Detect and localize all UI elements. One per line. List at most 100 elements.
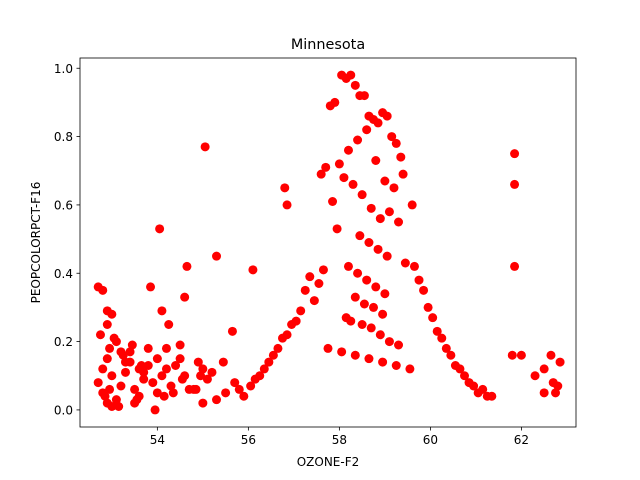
scatter-point [207,367,217,377]
scatter-point [382,111,392,121]
scatter-point [460,371,470,381]
scatter-point [378,309,388,319]
scatter-point [369,302,378,312]
chart-title: Minnesota [291,37,365,53]
scatter-points [93,70,565,415]
scatter-point [118,350,128,360]
scatter-point [396,152,406,162]
scatter-point [357,190,367,200]
scatter-point [143,343,153,353]
scatter-point [314,279,324,288]
scatter-point [264,357,274,367]
scatter-point [419,285,429,295]
scatter-point [346,70,356,80]
scatter-point [143,361,153,370]
x-axis-label: OZONE-F2 [297,455,360,469]
scatter-point [175,340,185,350]
scatter-point [102,354,112,364]
scatter-point [337,347,347,357]
scatter-point [357,320,367,329]
scatter-point [366,323,376,333]
scatter-point [100,391,110,401]
scatter-point [328,197,338,206]
scatter-point [373,118,383,128]
scatter-point [366,203,376,213]
scatter-point [171,361,181,370]
scatter-point [111,395,121,405]
scatter-point [161,343,171,353]
scatter-point [380,289,390,299]
scatter-point [551,388,561,398]
scatter-point [109,333,119,343]
scatter-point [98,285,108,295]
scatter-point [127,340,137,350]
scatter-point [364,354,374,364]
scatter-point [196,371,206,381]
scatter-point [478,384,488,394]
plot-frame [79,57,577,428]
scatter-point [230,378,240,388]
scatter-point [318,265,328,275]
y-tick-label: 0.8 [54,130,73,144]
scatter-point [234,384,244,394]
scatter-point [323,343,333,353]
scatter-point [334,159,344,169]
scatter-point [182,261,192,271]
scatter-point [191,384,201,394]
scatter-point [375,214,385,224]
scatter-point [98,364,108,374]
scatter-point [389,183,399,193]
scatter-point [339,173,349,183]
x-tick-label: 56 [241,433,256,447]
scatter-point [282,200,292,210]
scatter-point [432,326,442,336]
scatter-point [423,302,433,312]
scatter-point [130,384,140,394]
scatter-point [132,395,142,405]
scatter-point [125,347,135,357]
scatter-point [168,388,178,398]
scatter-point [193,357,203,367]
scatter-point [150,405,160,415]
scatter-point [437,333,447,343]
scatter-point [398,169,408,179]
scatter-point [259,364,269,374]
scatter-point [346,316,356,326]
scatter-point [530,371,540,381]
scatter-point [371,156,381,165]
scatter-point [309,296,319,306]
y-tick-label: 0.6 [54,198,73,212]
scatter-point [300,285,310,295]
scatter-point [362,275,372,285]
scatter-point [218,357,228,367]
scatter-point [343,261,353,271]
scatter-point [146,282,156,292]
scatter-point [121,367,130,377]
scatter-point [332,224,342,234]
scatter-point [157,371,167,381]
scatter-point [305,272,315,282]
scatter-point [161,364,171,374]
scatter-point [409,261,419,271]
scatter-point [428,313,438,323]
scatter-point [246,381,256,391]
x-tick-label: 54 [150,433,165,447]
scatter-point [387,132,397,142]
scatter-point [391,138,401,148]
scatter-point [107,309,117,319]
scatter-point [371,282,381,292]
scatter-point [155,224,165,234]
scatter-point [102,320,112,329]
scatter-point [157,306,167,316]
scatter-point [180,292,190,302]
scatter-point [510,261,520,271]
scatter-point [353,268,363,278]
y-tick-label: 0.0 [54,403,73,417]
scatter-point [148,378,158,388]
scatter-point [469,381,479,391]
scatter-point [139,367,149,377]
scatter-point [105,384,115,394]
scatter-point [441,343,451,353]
x-tick-label: 60 [423,433,438,447]
scatter-point [200,142,210,152]
